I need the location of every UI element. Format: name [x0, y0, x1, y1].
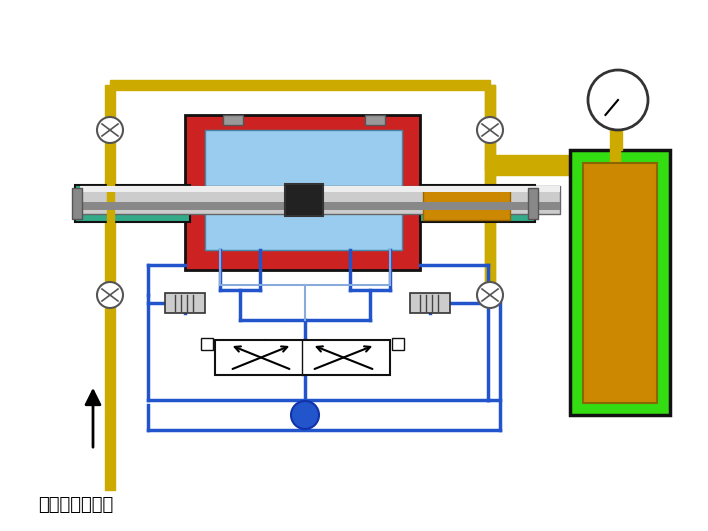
- Bar: [392, 338, 404, 350]
- Bar: [201, 338, 213, 350]
- Bar: [223, 115, 243, 125]
- Bar: [583, 163, 657, 403]
- Circle shape: [291, 401, 319, 429]
- Bar: [420, 185, 535, 222]
- Bar: [285, 184, 323, 216]
- Bar: [528, 188, 538, 219]
- Text: 需增压气体入口: 需增压气体入口: [38, 496, 113, 514]
- Circle shape: [97, 282, 123, 308]
- Bar: [410, 293, 450, 313]
- Circle shape: [97, 117, 123, 143]
- Bar: [80, 186, 560, 192]
- Bar: [570, 150, 670, 415]
- Bar: [185, 115, 420, 270]
- Circle shape: [588, 70, 648, 130]
- Circle shape: [477, 117, 503, 143]
- Bar: [165, 293, 205, 313]
- Bar: [423, 188, 510, 220]
- Bar: [80, 202, 560, 210]
- Bar: [75, 185, 190, 222]
- Bar: [365, 115, 385, 125]
- Bar: [205, 130, 402, 250]
- Bar: [80, 186, 560, 214]
- Circle shape: [477, 282, 503, 308]
- Bar: [72, 188, 82, 219]
- Bar: [215, 340, 390, 375]
